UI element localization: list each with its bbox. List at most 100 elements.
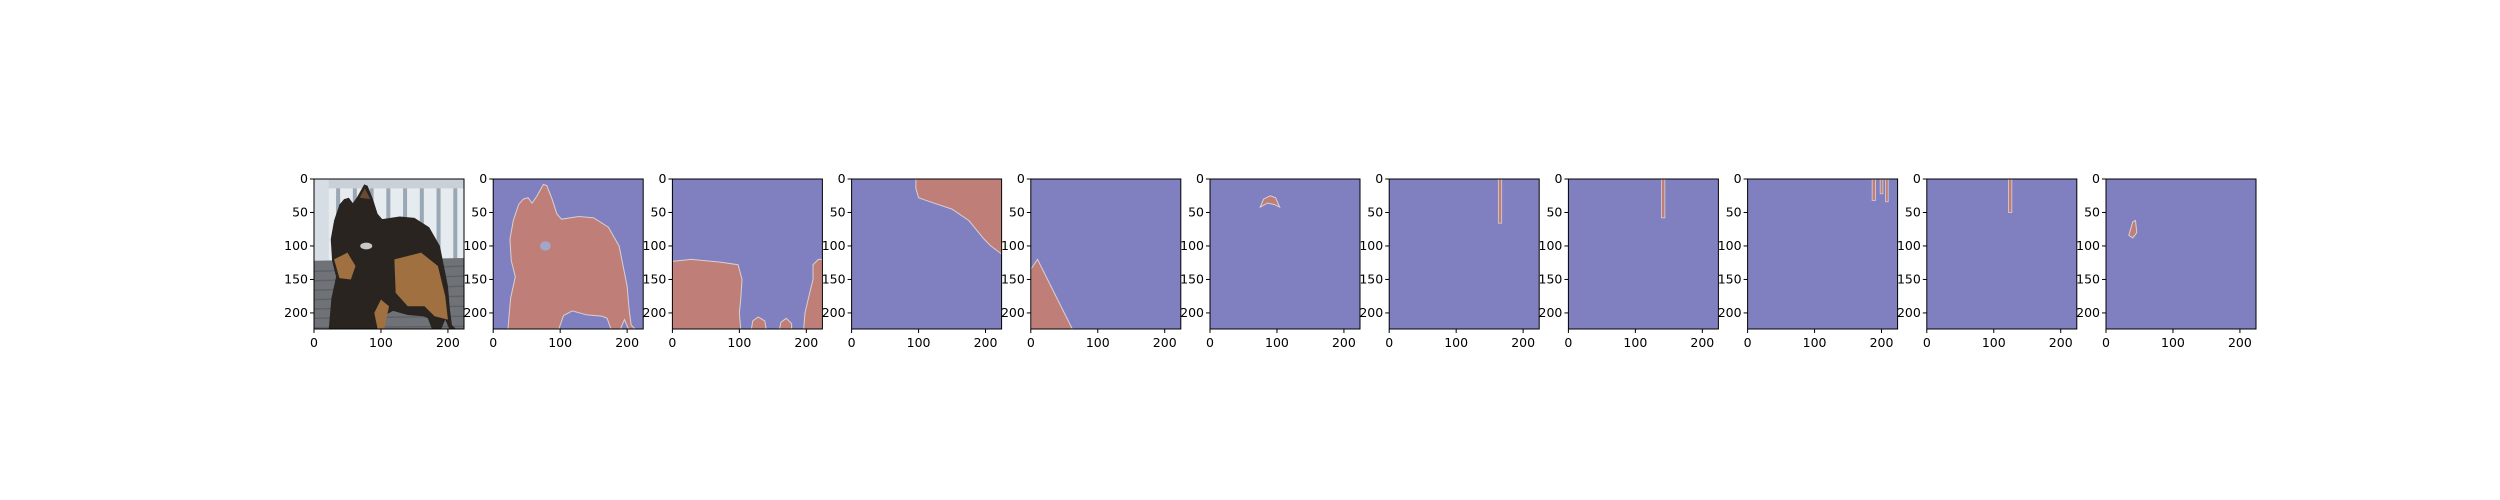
x-tick-label: 200 xyxy=(1332,335,1356,350)
panel-image-content xyxy=(1030,179,1181,329)
y-tick-label: 150 xyxy=(1180,271,1204,286)
mask-region xyxy=(1879,179,1884,195)
y-tick-label: 150 xyxy=(1897,271,1921,286)
panel-image-content xyxy=(2106,179,2256,329)
axes-frame xyxy=(1747,178,1899,330)
mask-background xyxy=(2106,179,2256,329)
panel-image-content xyxy=(1926,179,2077,329)
panel-image xyxy=(1747,179,1898,329)
y-tick-label: 50 xyxy=(1188,204,1204,219)
y-tick-label: 0 xyxy=(300,171,308,186)
y-tick-label: 0 xyxy=(1017,171,1025,186)
x-tick-label: 100 xyxy=(548,335,572,350)
y-tick-label: 50 xyxy=(292,204,308,219)
panel-image-content xyxy=(1568,179,1719,329)
x-tick-label: 0 xyxy=(489,335,497,350)
x-tick-label: 200 xyxy=(2228,335,2252,350)
y-tick-label: 150 xyxy=(284,271,308,286)
photo-dog-tan-leg xyxy=(374,299,389,329)
axes-frame xyxy=(671,178,823,330)
y-tick-label: 150 xyxy=(643,271,667,286)
mask-region xyxy=(1885,179,1889,203)
photo-dog-tan-body xyxy=(394,252,448,320)
mask-region xyxy=(2008,179,2013,213)
y-tick-label: 0 xyxy=(1375,171,1383,186)
mask-region xyxy=(750,316,767,329)
axes-frame xyxy=(1209,178,1361,330)
mask-region xyxy=(2128,219,2138,239)
mask-region xyxy=(915,179,1002,255)
x-tick-label: 200 xyxy=(1690,335,1714,350)
x-tick-label: 200 xyxy=(1870,335,1894,350)
panel-image-content xyxy=(1210,179,1360,329)
axes-frame xyxy=(1030,178,1182,330)
mask-background xyxy=(1568,179,1719,329)
mask-region xyxy=(1497,179,1503,224)
mask-background xyxy=(1389,179,1540,329)
y-tick-label: 50 xyxy=(1905,204,1921,219)
y-tick-label: 100 xyxy=(1897,238,1921,253)
y-tick-label: 50 xyxy=(1367,204,1383,219)
y-tick-label: 0 xyxy=(1913,171,1921,186)
y-tick-label: 100 xyxy=(1539,238,1563,253)
y-tick-label: 150 xyxy=(1359,271,1383,286)
x-tick-label: 200 xyxy=(1153,335,1177,350)
x-tick-label: 0 xyxy=(310,335,318,350)
panel-image xyxy=(672,179,823,329)
x-tick-label: 200 xyxy=(615,335,639,350)
panel-image xyxy=(851,179,1002,329)
x-tick-label: 100 xyxy=(727,335,751,350)
x-tick-label: 100 xyxy=(907,335,931,350)
panel-image-content xyxy=(493,179,644,329)
x-tick-label: 0 xyxy=(1027,335,1035,350)
x-tick-label: 100 xyxy=(1982,335,2006,350)
x-tick-label: 0 xyxy=(1385,335,1393,350)
y-tick-label: 50 xyxy=(1726,204,1742,219)
x-tick-label: 0 xyxy=(2102,335,2110,350)
y-tick-label: 100 xyxy=(1718,238,1742,253)
y-tick-label: 200 xyxy=(2076,305,2100,320)
photo-railing-post xyxy=(453,179,458,267)
mask-region xyxy=(1259,195,1281,209)
x-tick-label: 0 xyxy=(1206,335,1214,350)
y-tick-label: 100 xyxy=(822,238,846,253)
x-tick-label: 0 xyxy=(1744,335,1752,350)
mask-background xyxy=(1926,179,2077,329)
photo-railing-post xyxy=(419,179,424,267)
mask-background xyxy=(1747,179,1898,329)
panel-image xyxy=(493,179,644,329)
y-tick-label: 100 xyxy=(284,238,308,253)
y-tick-label: 50 xyxy=(650,204,666,219)
y-tick-label: 200 xyxy=(1001,305,1025,320)
y-tick-label: 0 xyxy=(2092,171,2100,186)
x-tick-label: 0 xyxy=(848,335,856,350)
axes-frame xyxy=(1926,178,2078,330)
mask-region xyxy=(1030,258,1073,329)
mask-region xyxy=(507,183,636,329)
panel-image-content xyxy=(1747,179,1898,329)
mask-region xyxy=(672,258,743,329)
panel-image xyxy=(1568,179,1719,329)
y-tick-label: 100 xyxy=(1001,238,1025,253)
panel-image xyxy=(1030,179,1181,329)
x-tick-label: 100 xyxy=(369,335,393,350)
panel-image xyxy=(1926,179,2077,329)
y-tick-label: 100 xyxy=(1180,238,1204,253)
photo-top-rail xyxy=(314,179,464,189)
photo-railing-post xyxy=(436,179,441,267)
y-tick-label: 0 xyxy=(838,171,846,186)
y-tick-label: 50 xyxy=(2084,204,2100,219)
x-tick-label: 0 xyxy=(1564,335,1572,350)
y-tick-label: 50 xyxy=(1546,204,1562,219)
x-tick-label: 100 xyxy=(1086,335,1110,350)
